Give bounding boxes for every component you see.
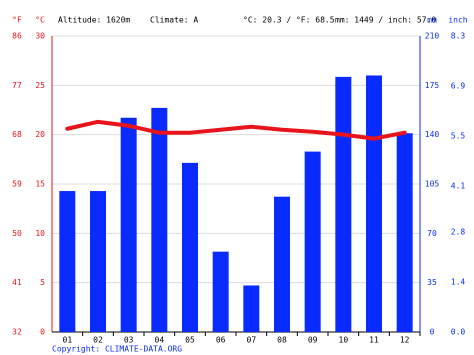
- y2-tick-label: 175: [425, 81, 440, 90]
- y-tick-label: 20: [35, 130, 45, 139]
- y-tick-label: 25: [35, 81, 45, 90]
- y2-tick-label-inch: 2.8: [451, 228, 466, 237]
- y-tick-label-f: 77: [12, 81, 22, 90]
- x-tick-label: 06: [216, 336, 226, 345]
- precipitation-bar: [304, 151, 321, 332]
- y2-tick-label-inch: 8.3: [451, 32, 466, 41]
- x-tick-label: 11: [369, 336, 379, 345]
- precipitation-bar: [182, 162, 198, 332]
- precipitation-bar: [366, 75, 382, 332]
- y2-tick-label: 105: [425, 180, 440, 189]
- x-tick-label: 07: [247, 336, 257, 345]
- axis-unit-f: °F: [12, 16, 22, 25]
- temperature-line: [65, 119, 407, 141]
- precip-total: mm: 1449 / inch: 57.0: [335, 16, 436, 25]
- altitude: Altitude: 1620m: [58, 16, 130, 25]
- y2-tick-label: 140: [425, 130, 440, 139]
- y2-tick-label-inch: 5.5: [451, 131, 466, 140]
- y2-tick-label-inch: 6.9: [451, 81, 466, 90]
- precipitation-bar: [243, 285, 260, 332]
- precipitation-bar: [212, 251, 229, 332]
- temp-avg: °C: 20.3 / °F: 68.5: [243, 16, 335, 25]
- precipitation-bar: [59, 191, 76, 332]
- y2-tick-label-inch: 0.0: [451, 328, 466, 337]
- x-tick-label: 02: [93, 336, 103, 345]
- y2-tick-label: 35: [427, 278, 437, 287]
- x-tick-label: 04: [155, 336, 165, 345]
- axis-unit-c: °C: [35, 16, 45, 25]
- x-tick-label: 01: [63, 336, 73, 345]
- x-tick-label: 10: [339, 336, 349, 345]
- y-tick-label-f: 32: [12, 328, 22, 337]
- axis-unit-mm: mm: [427, 16, 437, 25]
- y2-tick-label: 70: [427, 229, 437, 238]
- precipitation-bar: [396, 133, 413, 332]
- climate: Climate: A: [150, 16, 198, 25]
- precipitation-bar: [151, 107, 168, 332]
- y-tick-label: 15: [35, 180, 45, 189]
- precipitation-bar: [274, 196, 290, 332]
- x-tick-label: 03: [124, 336, 134, 345]
- y-tick-label: 5: [40, 278, 45, 287]
- y-tick-label: 0: [40, 328, 45, 337]
- y-tick-label: 10: [35, 229, 45, 238]
- y-tick-label-f: 50: [12, 229, 22, 238]
- x-tick-label: 09: [308, 336, 318, 345]
- copyright: Copyright: CLIMATE-DATA.ORG: [52, 345, 182, 354]
- x-tick-label: 05: [185, 336, 195, 345]
- y2-tick-label-inch: 1.4: [451, 278, 466, 287]
- precipitation-bar: [90, 191, 106, 332]
- y-tick-label-f: 59: [12, 180, 22, 189]
- y-tick-label-f: 86: [12, 32, 22, 41]
- x-tick-label: 12: [400, 336, 410, 345]
- y2-tick-label: 210: [425, 32, 440, 41]
- precipitation-bar: [120, 117, 137, 332]
- x-tick-label: 08: [277, 336, 287, 345]
- y-tick-label-f: 68: [12, 130, 22, 139]
- y-tick-label: 30: [35, 32, 45, 41]
- y-tick-label-f: 41: [12, 278, 22, 287]
- y2-tick-label: 0: [430, 328, 435, 337]
- y2-tick-label-inch: 4.1: [451, 181, 466, 190]
- axis-unit-inch: inch: [448, 16, 467, 25]
- precipitation-bar: [335, 76, 352, 332]
